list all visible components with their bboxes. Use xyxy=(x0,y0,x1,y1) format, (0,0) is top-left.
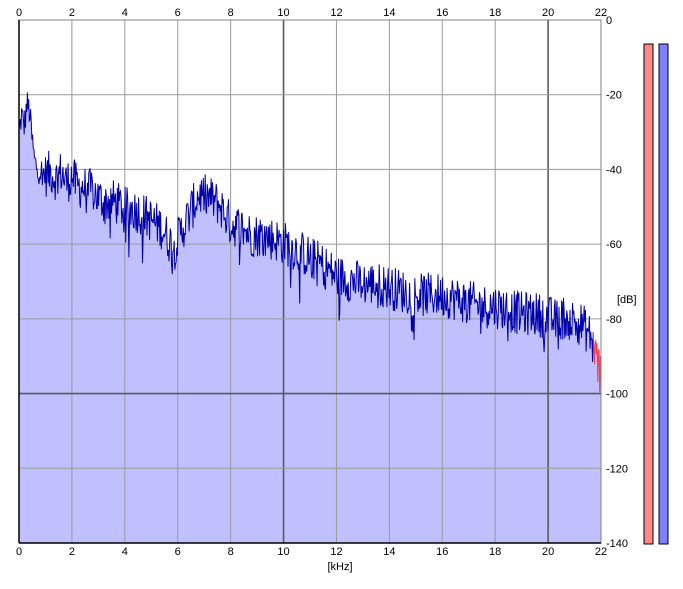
y-tick-label: -100 xyxy=(606,389,628,401)
spectrum-line-tail xyxy=(592,332,602,395)
x-tick-label-top: 10 xyxy=(277,7,289,19)
x-tick-label-bottom: 4 xyxy=(122,546,128,558)
x-tick-label-top: 22 xyxy=(595,7,607,19)
x-tick-label-bottom: 2 xyxy=(69,546,75,558)
x-axis-label: [kHz] xyxy=(327,561,352,573)
y-tick-label: -60 xyxy=(606,239,622,251)
y-tick-label: -40 xyxy=(606,164,622,176)
y-tick-label: -80 xyxy=(606,314,622,326)
x-tick-label-top: 18 xyxy=(489,7,501,19)
x-tick-label-top: 20 xyxy=(542,7,554,19)
x-tick-label-top: 4 xyxy=(122,7,128,19)
level-meter-right xyxy=(658,43,669,545)
x-tick-label-bottom: 16 xyxy=(436,546,448,558)
y-tick-label: -120 xyxy=(606,463,628,475)
x-tick-label-bottom: 18 xyxy=(489,546,501,558)
spectrum-line xyxy=(18,92,594,363)
x-tick-label-bottom: 0 xyxy=(16,546,22,558)
y-axis-label: [dB] xyxy=(617,294,637,306)
y-tick-label: -140 xyxy=(606,538,628,550)
x-tick-label-bottom: 12 xyxy=(330,546,342,558)
x-tick-label-bottom: 8 xyxy=(228,546,234,558)
x-tick-label-top: 14 xyxy=(383,7,395,19)
x-tick-label-bottom: 20 xyxy=(542,546,554,558)
level-meter-left xyxy=(643,43,654,545)
x-tick-label-bottom: 22 xyxy=(595,546,607,558)
x-tick-label-bottom: 14 xyxy=(383,546,395,558)
x-tick-label-bottom: 6 xyxy=(175,546,181,558)
x-tick-label-top: 12 xyxy=(330,7,342,19)
x-tick-label-top: 16 xyxy=(436,7,448,19)
x-tick-label-top: 6 xyxy=(175,7,181,19)
y-tick-label: -20 xyxy=(606,90,622,102)
x-tick-label-top: 8 xyxy=(228,7,234,19)
x-tick-label-top: 0 xyxy=(16,7,22,19)
spectrum-fill-area xyxy=(19,92,601,543)
x-tick-label-top: 2 xyxy=(69,7,75,19)
x-tick-label-bottom: 10 xyxy=(277,546,289,558)
y-tick-label: 0 xyxy=(606,15,612,27)
